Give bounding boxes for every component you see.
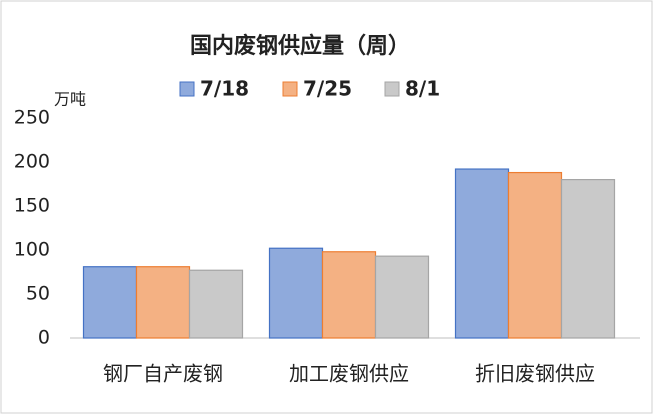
legend-label: 7/25 [303, 77, 352, 101]
legend-swatch [384, 81, 400, 97]
y-tick-label: 50 [26, 283, 50, 305]
legend-swatch [282, 81, 298, 97]
y-tick-label: 0 [38, 327, 50, 349]
bar [560, 179, 616, 339]
bar [321, 251, 377, 339]
bar [454, 168, 510, 339]
x-tick-label: 加工废钢供应 [289, 362, 409, 386]
x-tick-label: 钢厂自产废钢 [103, 362, 223, 386]
y-tick-label: 250 [14, 107, 50, 129]
y-tick-label: 200 [14, 151, 50, 173]
chart-title: 国内废钢供应量（周） [190, 33, 410, 59]
bar [374, 255, 430, 339]
bar [135, 266, 191, 339]
bar [268, 247, 324, 339]
legend-label: 7/18 [200, 77, 249, 101]
x-tick-label: 折旧废钢供应 [475, 362, 595, 386]
y-tick-label: 100 [14, 239, 50, 261]
bar [82, 266, 138, 339]
bar [507, 171, 563, 339]
legend-label: 8/1 [405, 77, 440, 101]
y-tick-label: 150 [14, 195, 50, 217]
legend-swatch [179, 81, 195, 97]
bar [188, 269, 244, 339]
y-axis-label: 万吨 [54, 90, 86, 109]
